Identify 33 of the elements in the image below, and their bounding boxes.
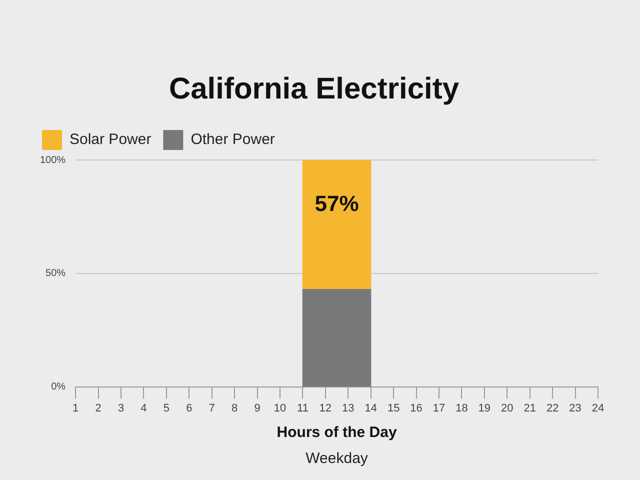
x-tick-label: 18 <box>456 402 468 414</box>
x-tick-label: 3 <box>118 402 124 414</box>
x-tick-label: 24 <box>592 402 604 414</box>
text: Weekday <box>306 450 368 467</box>
x-tick-label: 20 <box>501 402 514 414</box>
legend-label: Other Power <box>190 131 275 148</box>
x-tick-label: 7 <box>208 402 215 414</box>
x-tick-label: 1 <box>72 402 79 414</box>
y-tick-label: 50% <box>46 268 66 280</box>
x-tick-label: 11 <box>297 402 308 414</box>
legend-label: Solar Power <box>70 131 152 148</box>
x-tick-label: 6 <box>186 402 192 414</box>
x-tick-label: 23 <box>569 402 582 414</box>
x-tick-label: 10 <box>274 402 286 414</box>
x-tick-label: 8 <box>232 402 238 414</box>
x-tick-label: 21 <box>524 402 536 414</box>
x-tick-label: 16 <box>410 402 422 414</box>
x-tick-label: 19 <box>478 402 491 414</box>
y-tick-label: 0% <box>51 382 66 393</box>
x-tick-label: 5 <box>163 402 170 414</box>
x-tick-label: 4 <box>140 402 147 414</box>
x-tick-label: 17 <box>432 402 446 414</box>
data-label: 57% <box>314 191 359 216</box>
x-tick-label: 12 <box>319 402 332 414</box>
x-tick-label: 14 <box>364 402 377 414</box>
x-tick-label: 2 <box>95 402 102 414</box>
x-tick-label: 9 <box>254 402 260 414</box>
x-tick-label: 13 <box>342 402 354 414</box>
x-tick-label: 22 <box>546 402 559 414</box>
x-tick-label: 15 <box>387 402 400 414</box>
x-axis-title: Hours of the Day <box>276 424 398 441</box>
y-tick-label: 100% <box>40 154 66 166</box>
chart-title: California Electricity <box>168 72 460 106</box>
